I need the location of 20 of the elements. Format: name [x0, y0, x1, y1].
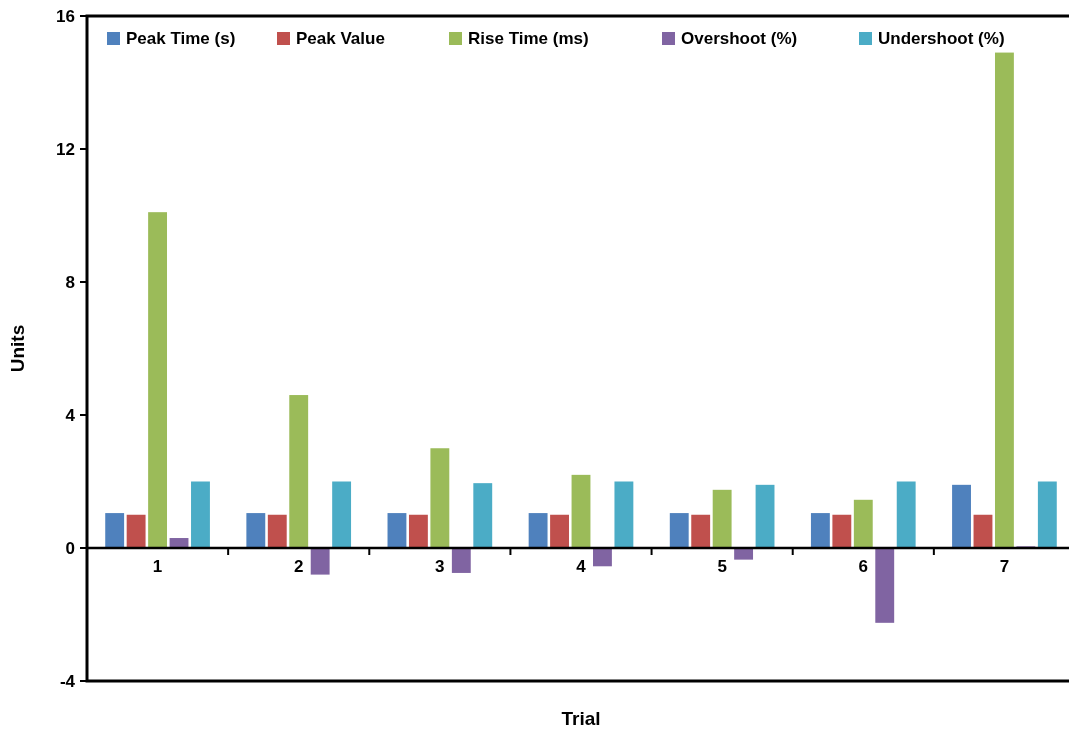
y-tick-label: -4: [59, 671, 76, 691]
y-tick-label: 12: [56, 139, 75, 159]
x-tick-label: 6: [858, 557, 869, 576]
legend-label: Peak Value: [296, 29, 385, 48]
y-tick-label: 4: [65, 405, 76, 425]
x-tick-label: 2: [293, 557, 304, 576]
x-axis-title: Trial: [561, 708, 601, 729]
x-tick-label: 7: [999, 557, 1010, 576]
y-tick-label: 8: [65, 272, 75, 292]
legend-label: Undershoot (%): [878, 29, 1005, 48]
x-tick-label: 3: [435, 557, 445, 576]
x-tick-label: 5: [717, 557, 727, 576]
y-tick-label: 0: [65, 538, 75, 558]
legend-label: Overshoot (%): [681, 29, 798, 48]
x-tick-label: 1: [152, 557, 163, 576]
legend-label: Peak Time (s): [126, 29, 236, 48]
legend-label: Rise Time (ms): [468, 29, 589, 48]
y-axis-title: Units: [7, 324, 28, 373]
y-tick-label: 16: [56, 6, 75, 26]
x-tick-label: 4: [576, 557, 587, 576]
